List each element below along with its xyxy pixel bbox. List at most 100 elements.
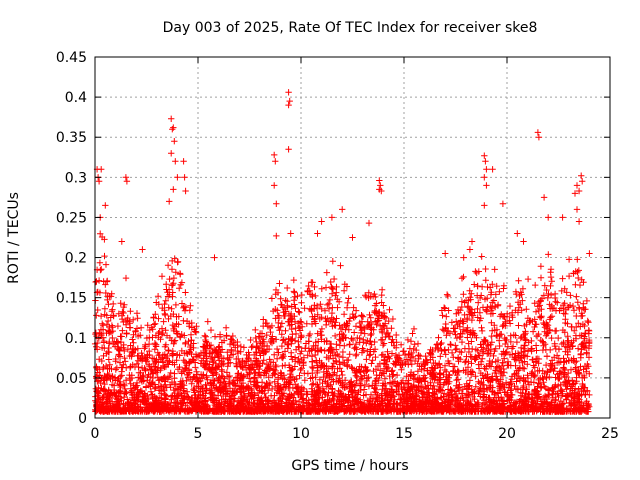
data-point	[116, 359, 124, 366]
data-point	[215, 352, 222, 360]
data-point	[553, 327, 560, 334]
data-point	[512, 332, 519, 339]
data-point	[563, 289, 570, 296]
data-point	[223, 369, 231, 376]
data-point	[522, 399, 529, 407]
data-point	[101, 236, 108, 243]
data-point	[165, 406, 173, 414]
data-point	[329, 355, 337, 362]
data-point	[183, 388, 191, 395]
data-point	[384, 354, 392, 361]
data-point	[404, 397, 411, 405]
data-point	[363, 368, 370, 375]
data-point	[113, 405, 120, 412]
data-point	[352, 340, 360, 348]
data-point	[522, 328, 529, 335]
data-point	[167, 384, 174, 391]
data-point	[478, 253, 485, 260]
data-point	[115, 310, 122, 317]
data-point	[565, 272, 573, 280]
data-point	[358, 312, 365, 320]
data-point	[327, 346, 334, 353]
data-point	[318, 305, 325, 313]
data-point	[151, 385, 158, 392]
data-point	[487, 310, 495, 318]
data-point	[448, 349, 456, 357]
data-point	[298, 333, 305, 340]
data-point	[380, 370, 387, 377]
data-point	[506, 402, 514, 409]
data-point	[278, 342, 286, 350]
data-point	[253, 383, 260, 391]
data-point	[183, 349, 190, 357]
data-point	[430, 382, 437, 390]
data-point	[486, 407, 494, 415]
data-point	[157, 336, 164, 343]
data-point	[304, 408, 311, 415]
data-point	[167, 393, 175, 400]
data-point	[405, 394, 413, 402]
data-point	[454, 376, 462, 383]
data-point	[255, 345, 262, 352]
data-point	[401, 393, 408, 400]
data-point	[581, 306, 588, 313]
data-point	[260, 357, 267, 364]
data-point	[200, 371, 207, 379]
data-point	[127, 308, 134, 315]
data-point	[211, 333, 219, 340]
data-point	[228, 347, 235, 355]
data-point	[265, 345, 273, 353]
data-point	[472, 353, 479, 360]
data-point	[504, 362, 511, 369]
data-point	[440, 304, 448, 311]
data-point	[498, 362, 506, 370]
data-point	[465, 348, 473, 356]
data-point	[567, 385, 574, 392]
data-point	[98, 266, 105, 273]
data-point	[226, 372, 233, 380]
data-point	[169, 289, 176, 296]
data-point	[278, 301, 285, 308]
data-point	[299, 396, 306, 403]
data-point	[313, 387, 321, 394]
data-point	[488, 339, 495, 346]
data-point	[243, 397, 250, 405]
data-point	[437, 353, 444, 360]
data-point	[349, 392, 356, 400]
data-point	[154, 373, 161, 381]
data-point	[117, 389, 124, 397]
data-point	[106, 361, 113, 368]
data-point	[162, 311, 169, 319]
data-point	[586, 338, 593, 346]
data-point	[333, 372, 341, 379]
data-point	[306, 330, 314, 338]
data-point	[101, 377, 108, 384]
data-point	[537, 274, 545, 281]
data-point	[296, 327, 304, 334]
data-point	[108, 308, 116, 315]
data-point	[250, 366, 257, 373]
data-point	[375, 315, 382, 322]
data-point	[534, 383, 541, 390]
data-point	[581, 374, 588, 381]
data-point	[373, 375, 381, 382]
data-point	[106, 338, 113, 346]
data-point	[168, 350, 176, 358]
data-point	[181, 393, 188, 400]
data-point	[538, 295, 546, 302]
data-point	[160, 374, 167, 382]
data-point	[373, 321, 380, 328]
data-point	[542, 346, 550, 353]
data-point	[536, 302, 543, 309]
data-point	[393, 339, 400, 346]
data-point	[488, 305, 496, 312]
data-point	[546, 373, 553, 381]
data-point	[103, 312, 110, 319]
data-point	[352, 307, 360, 314]
data-point	[246, 370, 253, 378]
data-point	[166, 291, 173, 298]
data-point	[267, 328, 274, 336]
data-point	[108, 322, 116, 329]
data-point	[363, 377, 370, 385]
